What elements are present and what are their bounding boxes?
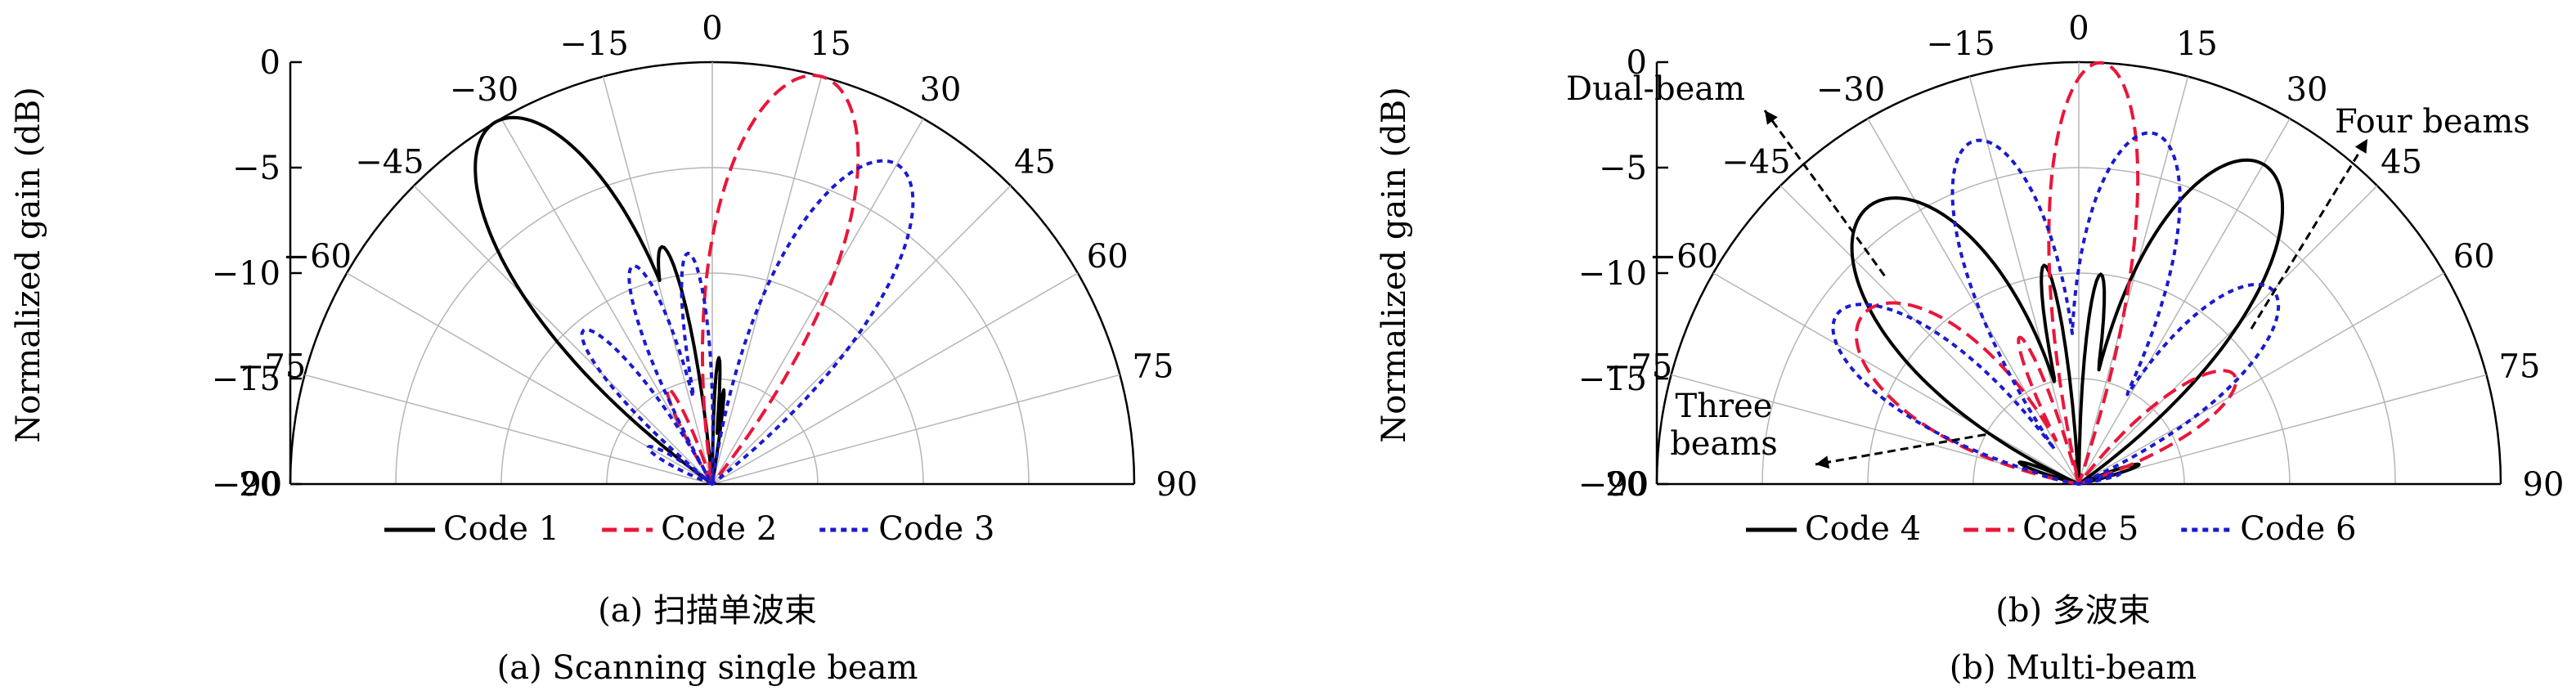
- angle-tick-label: −90: [1580, 466, 1649, 504]
- radial-tick-label: −20: [1578, 466, 1647, 504]
- angle-tick-label: 90: [1156, 466, 1198, 504]
- grid-spoke: [711, 185, 1012, 485]
- radial-tick-label: 0: [260, 44, 280, 82]
- angle-tick-label: 75: [1133, 348, 1174, 386]
- annotation-arrowhead: [1765, 110, 1778, 125]
- grid-spoke: [2078, 185, 2378, 485]
- radial-tick-label: −5: [232, 150, 280, 187]
- grid-spoke: [500, 118, 713, 485]
- legend-label: Code 2: [661, 510, 777, 548]
- angle-tick-label: −30: [450, 71, 518, 109]
- radial-tick-label: −10: [212, 255, 280, 293]
- grid-spoke: [711, 272, 1079, 485]
- annotation-arrow: [1815, 433, 1986, 466]
- grid-spoke: [2078, 76, 2189, 485]
- angle-tick-label: 90: [2523, 466, 2565, 504]
- annotation-label: beams: [1670, 425, 1778, 463]
- chart-panel-b: −90−75−60−45−30−15 0 1530456075900−5−10−15…: [1376, 10, 2564, 548]
- radial-tick-label: −20: [212, 466, 280, 504]
- grid-spoke: [602, 76, 713, 485]
- series-code-1: [473, 115, 726, 486]
- grid-spoke: [304, 374, 713, 485]
- series-code-2: [665, 74, 860, 486]
- angle-tick-label: 30: [2287, 71, 2328, 109]
- grid-spoke: [2078, 374, 2487, 485]
- radial-tick-label: −10: [1578, 255, 1647, 293]
- angle-tick-label: 75: [2499, 348, 2541, 386]
- annotation-arrow: [2250, 138, 2369, 330]
- y-axis-label: Normalized gain (dB): [1376, 87, 1413, 443]
- caption-en-a: (a) Scanning single beam: [497, 649, 918, 687]
- annotation-arrowhead: [1815, 455, 1830, 469]
- angle-tick-label: −60: [1649, 238, 1718, 276]
- annotation-label: Four beams: [2335, 103, 2530, 141]
- angle-tick-label: 15: [810, 25, 851, 63]
- angle-tick-label: −15: [1926, 25, 1995, 63]
- grid-spoke: [2078, 272, 2445, 485]
- angle-tick-label: 60: [2453, 238, 2495, 276]
- grid-spoke: [1968, 76, 2080, 485]
- annotation-arrow: [1763, 110, 1886, 277]
- annotation-label: Three: [1676, 388, 1773, 425]
- annotation-arrowhead: [2354, 139, 2367, 154]
- angle-tick-label: 0: [702, 10, 722, 47]
- legend-label: Code 3: [878, 510, 994, 548]
- grid-spoke: [1867, 118, 2080, 485]
- angle-tick-label: −30: [1816, 71, 1885, 109]
- legend-label: Code 4: [1805, 510, 1921, 548]
- grid-spoke: [711, 76, 823, 485]
- legend-label: Code 1: [443, 510, 559, 548]
- angle-tick-label: −45: [1721, 143, 1790, 181]
- grid-spoke: [413, 185, 713, 485]
- grid-spoke: [2078, 118, 2291, 485]
- angle-tick-label: −15: [559, 25, 628, 63]
- series-code-4: [1850, 158, 2285, 486]
- angle-tick-label: 30: [920, 71, 962, 109]
- angle-tick-label: 15: [2176, 25, 2218, 63]
- grid-spoke: [346, 272, 713, 485]
- annotation-label: Dual-beam: [1566, 70, 1745, 108]
- angle-tick-label: −45: [355, 143, 424, 181]
- legend-label: Code 5: [2022, 510, 2138, 548]
- grid-spoke: [1779, 185, 2080, 485]
- angle-tick-label: −90: [213, 466, 282, 504]
- radial-tick-label: −15: [212, 361, 280, 398]
- angle-tick-label: 60: [1087, 238, 1129, 276]
- series-code-6: [1831, 131, 2281, 486]
- caption-cn-a: (a) 扫描单波束: [598, 592, 817, 630]
- radial-tick-label: −15: [1578, 361, 1647, 398]
- chart-panel-a: −90−75−60−45−30−15 0 1530456075900−5−10−15…: [10, 10, 1197, 548]
- series-code-5: [1855, 61, 2238, 486]
- caption-en-b: (b) Multi-beam: [1950, 649, 2197, 687]
- caption-cn-b: (b) 多波束: [1995, 592, 2151, 630]
- angle-tick-label: 0: [2068, 10, 2089, 47]
- angle-tick-label: 45: [1014, 143, 1056, 181]
- angle-tick-label: 45: [2381, 143, 2422, 181]
- grid-spoke: [711, 374, 1120, 485]
- grid-spoke: [711, 118, 924, 485]
- angle-tick-label: −60: [283, 238, 352, 276]
- y-axis-label: Normalized gain (dB): [10, 87, 47, 443]
- legend-label: Code 6: [2240, 510, 2356, 548]
- radial-tick-label: −5: [1599, 150, 1647, 187]
- radial-tick-label: 0: [1627, 44, 1647, 82]
- grid-spoke: [1712, 272, 2080, 485]
